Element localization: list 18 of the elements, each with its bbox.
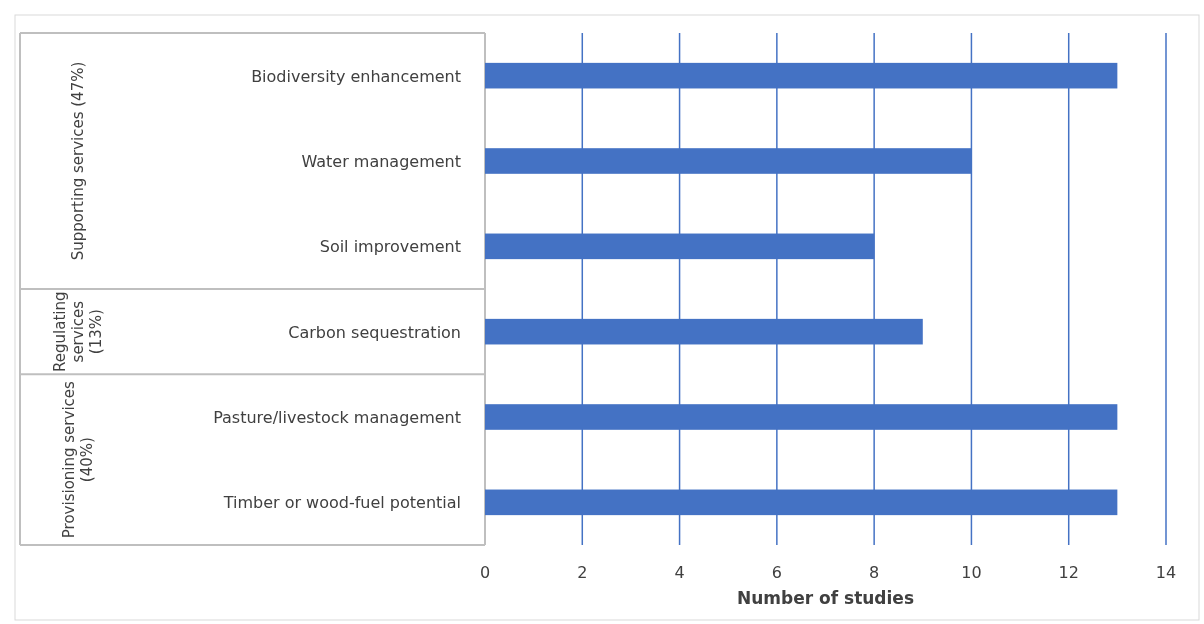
text: Regulating services (13%) <box>51 291 105 372</box>
y-tick-label: Biodiversity enhancement <box>251 66 461 86</box>
x-tick-label: 8 <box>869 563 880 582</box>
y-tick-label: Pasture/livestock management <box>213 408 461 427</box>
x-tick-label: 0 <box>479 563 491 582</box>
x-tick-label: 12 <box>1058 563 1079 582</box>
x-axis-title: Number of studies <box>736 588 915 608</box>
x-tick-label: 10 <box>961 563 982 582</box>
x-tick-label: 2 <box>577 563 588 582</box>
x-tick-label: 6 <box>771 563 782 582</box>
x-tick-label: 14 <box>1155 563 1177 582</box>
y-tick-label: Timber or wood-fuel potential <box>222 493 461 513</box>
text: Supporting services (47%) <box>69 61 87 261</box>
x-tick-label: 4 <box>674 563 685 582</box>
text: Provisioning services (40%) <box>60 380 96 539</box>
y-tick-label: Carbon sequestration <box>288 322 461 342</box>
y-tick-label: Soil improvement <box>319 237 461 257</box>
y-tick-label: Water management <box>301 152 461 171</box>
